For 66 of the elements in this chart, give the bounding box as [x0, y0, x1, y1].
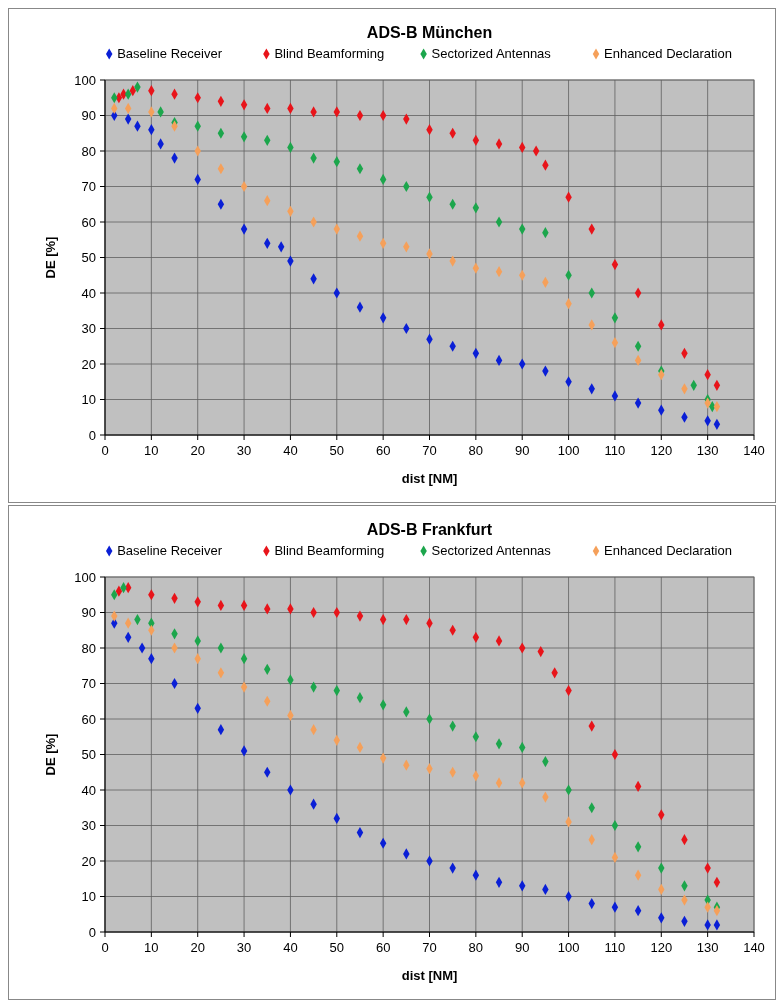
- y-tick-label: 20: [81, 356, 96, 372]
- y-tick-label: 90: [81, 605, 96, 621]
- y-tick-label: 80: [81, 143, 96, 159]
- y-tick-label: 100: [74, 569, 96, 585]
- y-tick-label: 10: [81, 889, 96, 905]
- legend-label: Blind Beamforming: [274, 543, 385, 558]
- chart-title: ADS-B Frankfurt: [366, 521, 493, 538]
- legend-label: Baseline Receiver: [117, 543, 223, 558]
- x-axis-title: dist [NM]: [401, 968, 458, 983]
- legend-label: Enhanced Declaration: [604, 543, 732, 558]
- y-tick-label: 30: [81, 818, 96, 834]
- y-tick-label: 50: [81, 747, 96, 763]
- x-tick-label: 70: [422, 940, 437, 955]
- x-tick-label: 120: [650, 940, 673, 955]
- x-tick-label: 10: [144, 940, 159, 955]
- legend-label: Blind Beamforming: [274, 46, 385, 61]
- chart-title: ADS-B München: [366, 24, 493, 41]
- x-tick-label: 50: [329, 940, 345, 955]
- x-tick-label: 40: [283, 443, 298, 458]
- x-tick-label: 20: [190, 940, 205, 955]
- x-tick-label: 110: [604, 940, 626, 955]
- legend-label: Sectorized Antennas: [431, 46, 552, 61]
- y-tick-label: 60: [81, 214, 96, 230]
- x-tick-label: 30: [236, 443, 252, 458]
- x-tick-label: 110: [604, 443, 626, 458]
- x-tick-label: 10: [144, 443, 159, 458]
- x-tick-label: 140: [743, 443, 765, 458]
- y-tick-label: 10: [81, 392, 96, 408]
- y-axis-title: DE [%]: [43, 236, 58, 279]
- y-tick-label: 20: [81, 853, 96, 869]
- x-tick-label: 90: [514, 443, 530, 458]
- y-tick-label: 80: [81, 640, 96, 656]
- y-tick-label: 40: [81, 782, 96, 798]
- y-tick-label: 70: [81, 179, 96, 195]
- y-axis-title: DE [%]: [43, 733, 58, 776]
- y-tick-label: 70: [81, 676, 96, 692]
- legend-label: Sectorized Antennas: [431, 543, 552, 558]
- y-tick-label: 40: [81, 285, 96, 301]
- x-tick-label: 120: [650, 443, 673, 458]
- legend-label: Enhanced Declaration: [604, 46, 732, 61]
- x-tick-label: 130: [696, 443, 719, 458]
- y-tick-label: 100: [74, 72, 96, 88]
- x-tick-label: 100: [557, 443, 580, 458]
- x-tick-label: 70: [422, 443, 437, 458]
- x-tick-label: 80: [468, 940, 484, 955]
- x-axis-title: dist [NM]: [401, 471, 458, 486]
- y-tick-label: 0: [88, 427, 96, 443]
- x-tick-label: 60: [375, 443, 391, 458]
- x-tick-label: 100: [557, 940, 580, 955]
- y-tick-label: 60: [81, 711, 96, 727]
- x-tick-label: 130: [696, 940, 719, 955]
- y-tick-label: 30: [81, 321, 96, 337]
- x-tick-label: 60: [375, 940, 391, 955]
- x-tick-label: 140: [743, 940, 765, 955]
- x-tick-label: 30: [236, 940, 252, 955]
- x-tick-label: 0: [101, 443, 109, 458]
- x-tick-label: 50: [329, 443, 345, 458]
- legend-label: Baseline Receiver: [117, 46, 223, 61]
- y-tick-label: 0: [88, 924, 96, 940]
- x-tick-label: 40: [283, 940, 298, 955]
- x-tick-label: 20: [190, 443, 205, 458]
- x-tick-label: 90: [514, 940, 530, 955]
- y-tick-label: 50: [81, 250, 96, 266]
- y-tick-label: 90: [81, 108, 96, 124]
- x-tick-label: 0: [101, 940, 109, 955]
- x-tick-label: 80: [468, 443, 484, 458]
